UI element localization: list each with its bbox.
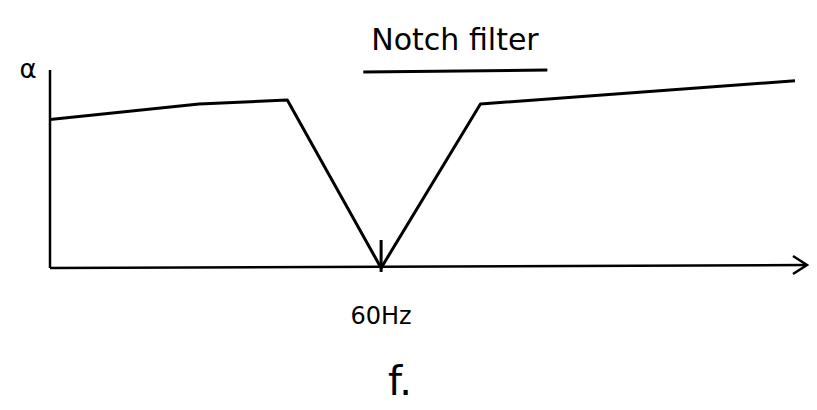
- x-tick-label: 60Hz: [351, 302, 412, 330]
- y-axis: [49, 70, 52, 268]
- title: Notch filter: [371, 22, 539, 57]
- y-axis-label: α: [19, 54, 36, 84]
- x-axis: [50, 265, 805, 268]
- x-axis-label: f.: [388, 358, 412, 404]
- x-axis-arrow: [793, 256, 807, 274]
- response-line: [50, 81, 795, 268]
- chart: Notch filter α 60Hz f.: [0, 0, 817, 410]
- title-underline: [363, 70, 547, 72]
- plot-area: [50, 81, 795, 268]
